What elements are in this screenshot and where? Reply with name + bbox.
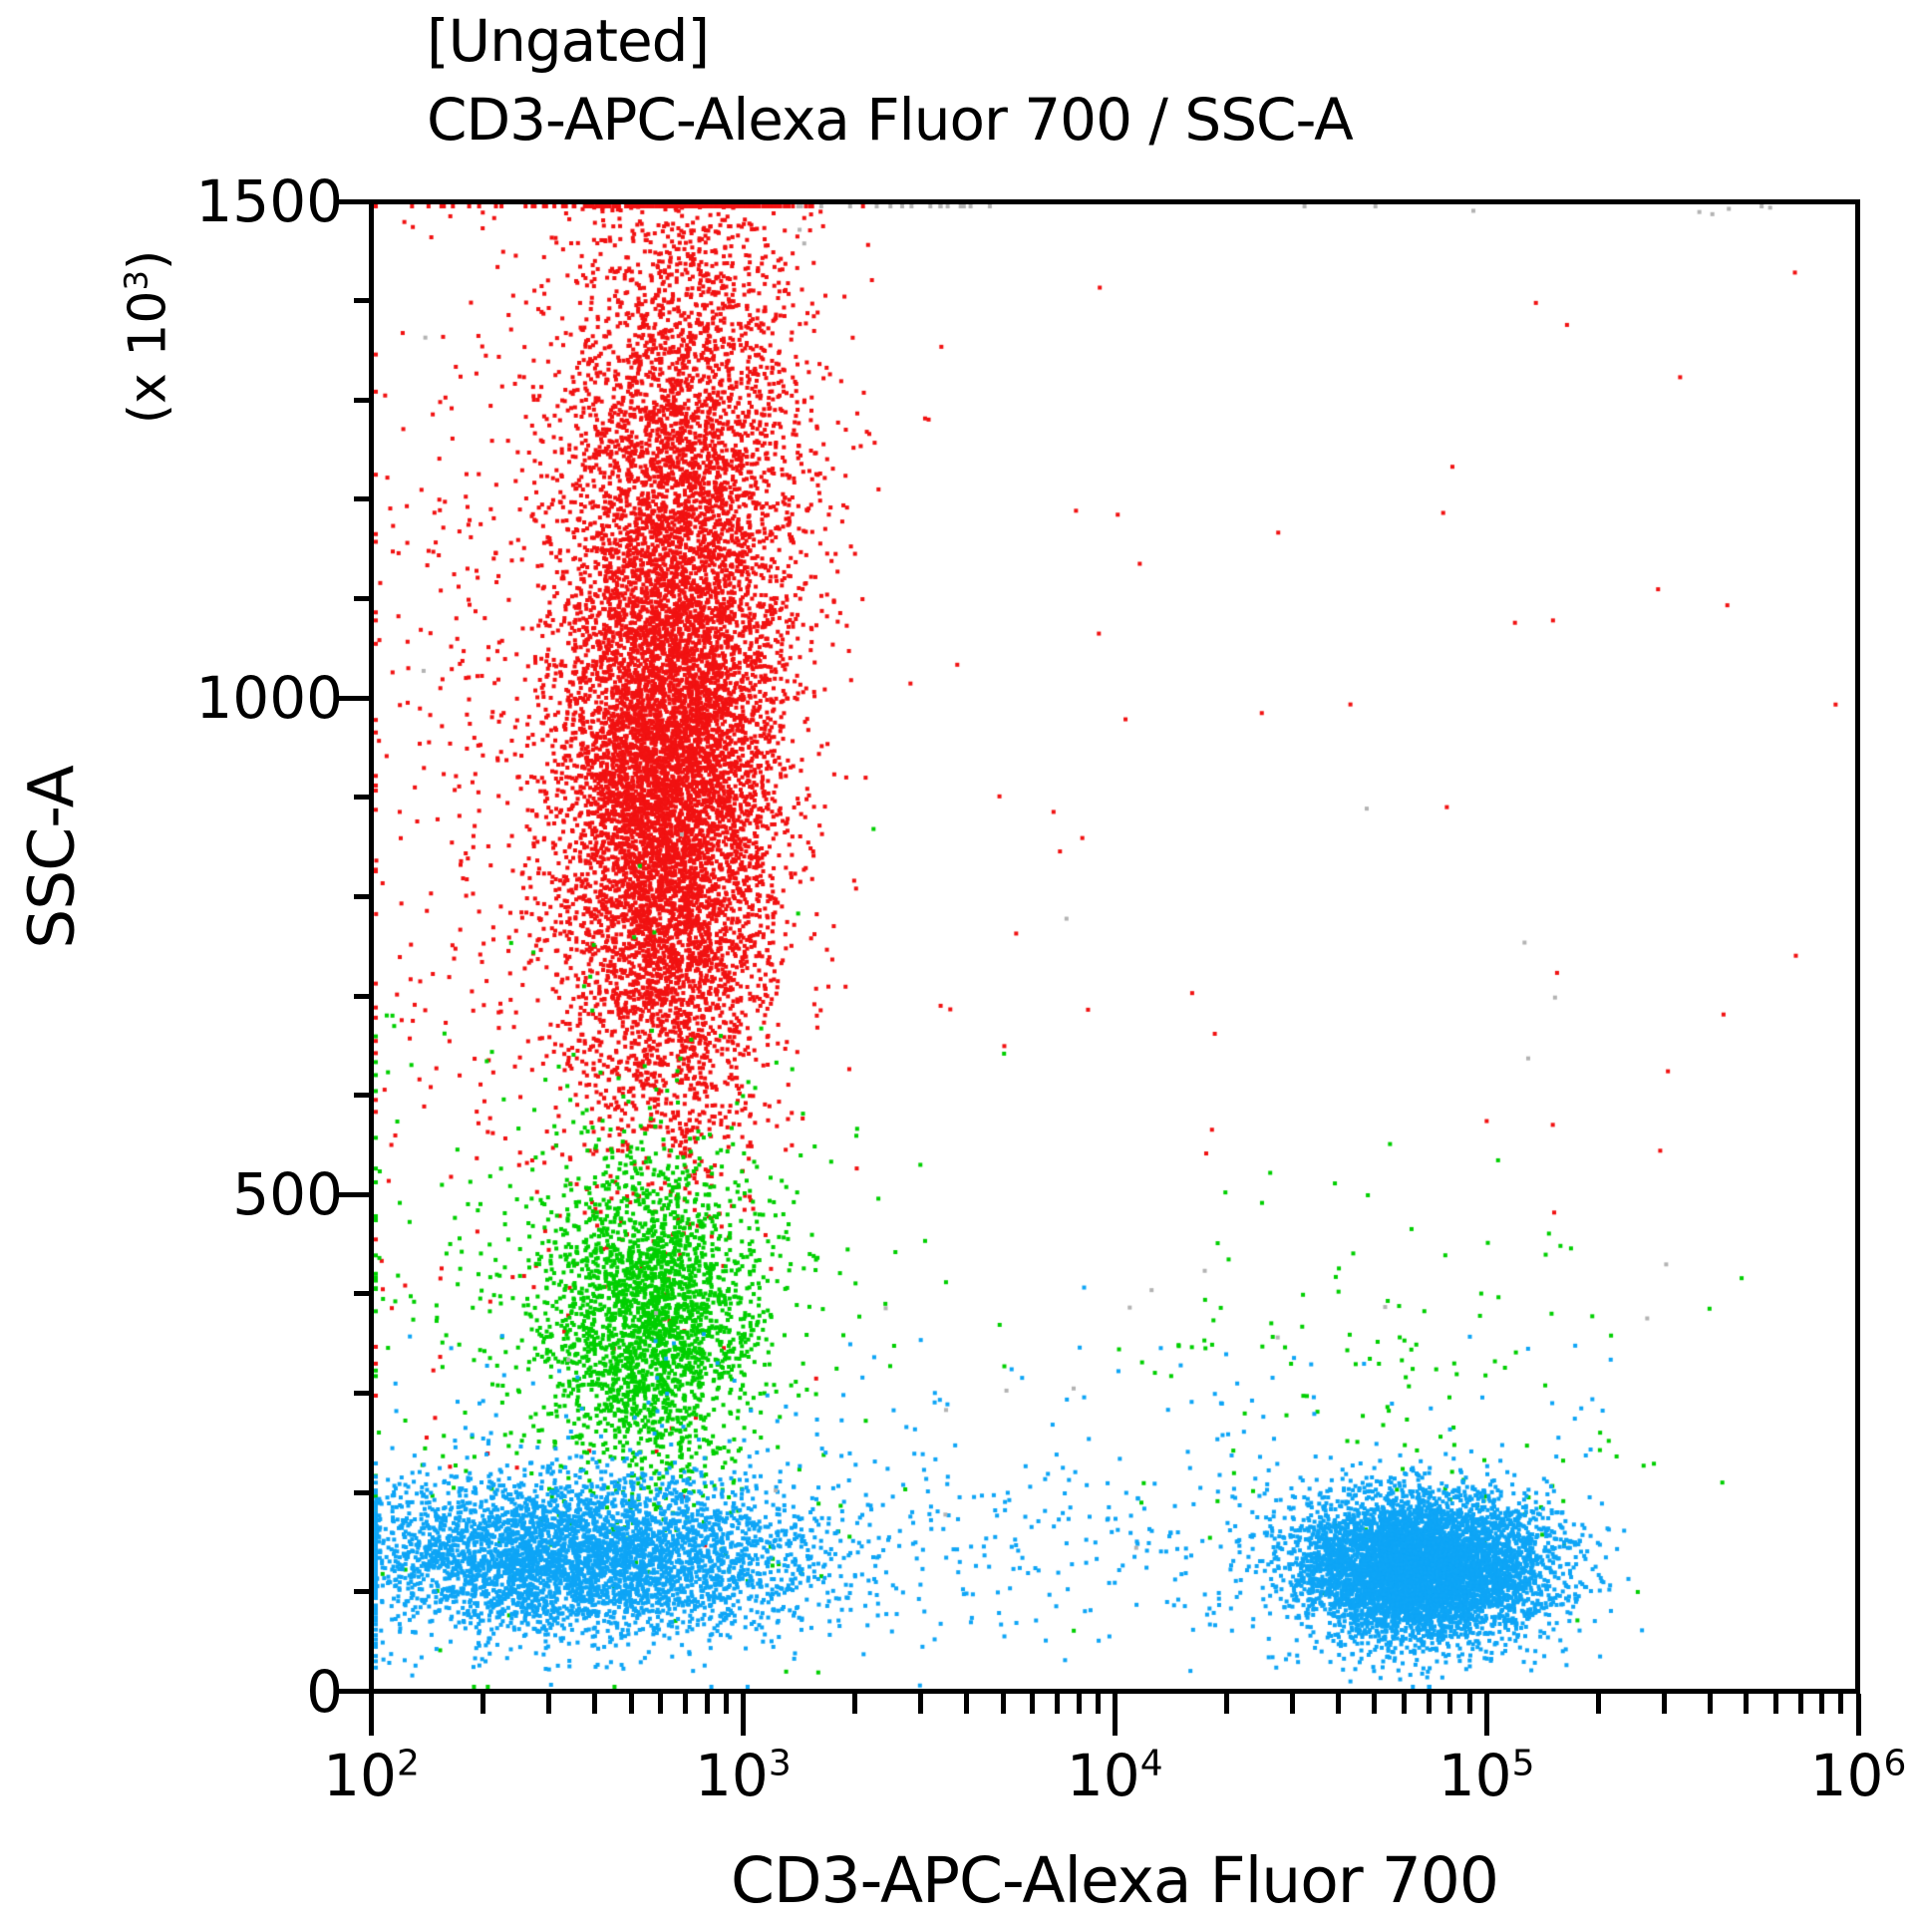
x-minor-tick	[1054, 1694, 1060, 1714]
x-minor-tick	[1661, 1694, 1667, 1714]
y-major-tick	[339, 695, 369, 701]
x-minor-tick	[723, 1694, 729, 1714]
scatter-canvas[interactable]	[374, 204, 1855, 1689]
x-minor-tick	[1466, 1694, 1472, 1714]
y-minor-tick	[354, 1093, 369, 1099]
x-major-tick	[740, 1694, 746, 1736]
x-minor-tick	[1797, 1694, 1803, 1714]
y-minor-tick	[354, 1291, 369, 1297]
x-minor-tick	[480, 1694, 486, 1714]
x-minor-tick	[1838, 1694, 1844, 1714]
x-minor-tick	[545, 1694, 551, 1714]
y-major-tick	[339, 198, 369, 204]
x-minor-tick	[1076, 1694, 1082, 1714]
y-minor-tick	[354, 795, 369, 801]
x-minor-tick	[1095, 1694, 1101, 1714]
x-minor-tick	[1289, 1694, 1295, 1714]
x-tick-label: 105	[1438, 1742, 1535, 1809]
x-minor-tick	[1426, 1694, 1432, 1714]
x-minor-tick	[1595, 1694, 1601, 1714]
x-tick-label: 103	[695, 1742, 792, 1809]
x-minor-tick	[658, 1694, 664, 1714]
x-minor-tick	[1000, 1694, 1006, 1714]
x-major-tick	[369, 1694, 374, 1736]
x-minor-tick	[1401, 1694, 1407, 1714]
x-major-tick	[1483, 1694, 1489, 1736]
x-minor-tick	[917, 1694, 923, 1714]
y-tick-label: 500	[232, 1160, 343, 1229]
x-minor-tick	[852, 1694, 858, 1714]
x-minor-tick	[1708, 1694, 1714, 1714]
x-minor-tick	[1372, 1694, 1378, 1714]
y-minor-tick	[354, 1391, 369, 1397]
x-major-tick	[1112, 1694, 1118, 1736]
y-axis-label: SSC-A	[15, 766, 89, 949]
x-minor-tick	[704, 1694, 710, 1714]
x-tick-label: 106	[1809, 1742, 1907, 1809]
x-minor-tick	[683, 1694, 689, 1714]
y-major-tick	[339, 1689, 369, 1694]
x-minor-tick	[1819, 1694, 1825, 1714]
y-tick-label: 1000	[195, 664, 343, 733]
x-minor-tick	[1223, 1694, 1229, 1714]
x-minor-tick	[592, 1694, 598, 1714]
x-minor-tick	[1772, 1694, 1778, 1714]
x-minor-tick	[1030, 1694, 1036, 1714]
x-minor-tick	[628, 1694, 634, 1714]
x-major-tick	[1855, 1694, 1861, 1736]
y-minor-tick	[354, 298, 369, 304]
y-major-tick	[339, 1191, 369, 1197]
y-minor-tick	[354, 1489, 369, 1495]
y-tick-label: 0	[306, 1657, 343, 1726]
plot-area	[369, 199, 1860, 1694]
y-minor-tick	[354, 993, 369, 999]
y-tick-label: 1500	[195, 167, 343, 235]
plot-title-gate: [Ungated]	[427, 7, 710, 75]
x-axis-label: CD3-APC-Alexa Fluor 700	[731, 1844, 1499, 1917]
y-axis-unit-label: (x 103)	[117, 249, 178, 425]
x-tick-label: 104	[1066, 1742, 1163, 1809]
x-minor-tick	[964, 1694, 970, 1714]
x-minor-tick	[1447, 1694, 1453, 1714]
y-minor-tick	[354, 596, 369, 602]
plot-title: [Ungated] CD3-APC-Alexa Fluor 700 / SSC-…	[427, 2, 1354, 160]
x-minor-tick	[1336, 1694, 1342, 1714]
y-minor-tick	[354, 496, 369, 502]
x-minor-tick	[1744, 1694, 1750, 1714]
y-minor-tick	[354, 397, 369, 403]
plot-title-parameters: CD3-APC-Alexa Fluor 700 / SSC-A	[427, 86, 1354, 154]
y-minor-tick	[354, 1589, 369, 1595]
y-minor-tick	[354, 893, 369, 899]
x-tick-label: 102	[323, 1742, 420, 1809]
